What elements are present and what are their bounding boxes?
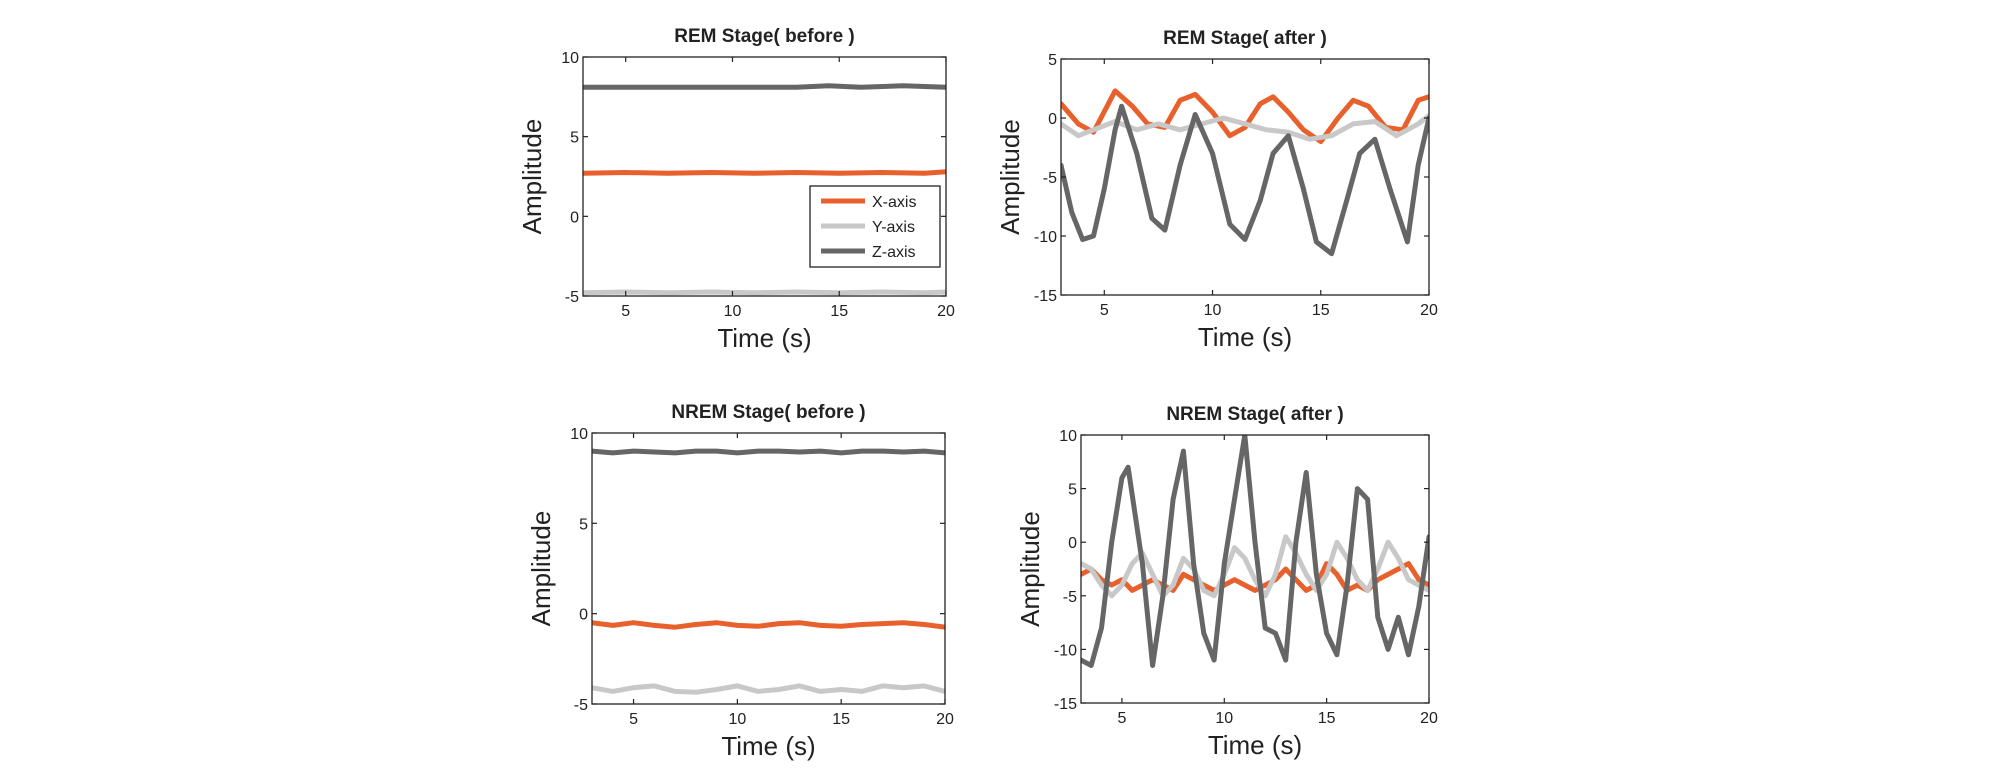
chart-title: REM Stage( after ): [1163, 28, 1327, 49]
legend-label-x-axis: X-axis: [872, 194, 916, 211]
x-tick-label: 10: [724, 303, 742, 320]
y-tick-label: 5: [579, 516, 588, 533]
x-tick-label: 20: [936, 711, 954, 728]
x-tick-label: 5: [1117, 710, 1126, 727]
y-axis-label: Amplitude: [995, 119, 1025, 235]
y-tick-label: 0: [1068, 535, 1077, 552]
chart-title: NREM Stage( after ): [1166, 404, 1343, 425]
y-axis-label: Amplitude: [526, 511, 556, 627]
plot-frame: [582, 56, 947, 297]
x-tick-label: 10: [1215, 710, 1233, 727]
y-tick-label: -5: [1063, 589, 1077, 606]
y-tick-label: 0: [579, 607, 588, 624]
y-tick-label: 5: [1048, 52, 1057, 69]
y-axis-label: Amplitude: [1015, 511, 1045, 627]
series-line-z-axis: [583, 83, 946, 90]
x-tick-label: 15: [1318, 710, 1336, 727]
series-line-y-axis: [592, 683, 945, 695]
y-tick-label: -15: [1054, 696, 1077, 713]
y-tick-label: -15: [1034, 288, 1057, 305]
y-axis-label: Amplitude: [517, 119, 547, 235]
x-tick-label: 15: [1312, 302, 1330, 319]
legend: X-axis Y-axis Z-axis: [809, 185, 941, 268]
series-line-z-axis: [592, 448, 945, 456]
y-tick-label: 5: [1068, 482, 1077, 499]
y-tick-label: 10: [561, 50, 579, 67]
legend-label-z-axis: Z-axis: [872, 244, 916, 261]
y-tick-label: -5: [574, 697, 588, 714]
plot-frame: [591, 432, 946, 705]
series-line-y-axis: [583, 289, 946, 296]
series-line-z-axis: [1061, 103, 1429, 257]
y-tick-label: -10: [1054, 642, 1077, 659]
y-tick-label: -10: [1034, 229, 1057, 246]
x-tick-label: 20: [1420, 710, 1438, 727]
y-tick-label: -5: [565, 289, 579, 306]
series-line-x-axis: [583, 169, 946, 176]
y-tick-label: 10: [570, 426, 588, 443]
x-axis-label: Time (s): [1208, 730, 1302, 760]
y-tick-label: 10: [1059, 428, 1077, 445]
chart-title: NREM Stage( before ): [671, 402, 865, 423]
x-tick-label: 5: [629, 711, 638, 728]
y-tick-label: -5: [1043, 170, 1057, 187]
x-tick-label: 10: [1204, 302, 1222, 319]
x-axis-label: Time (s): [717, 323, 811, 353]
plot-frame: [1080, 434, 1430, 704]
x-tick-label: 10: [728, 711, 746, 728]
legend-label-y-axis: Y-axis: [872, 219, 915, 236]
x-tick-label: 15: [832, 711, 850, 728]
x-tick-label: 15: [830, 303, 848, 320]
x-tick-label: 5: [621, 303, 630, 320]
x-tick-label: 20: [1420, 302, 1438, 319]
chart-panel-2: 5 10 15 20 -15 -10 -5 0 5 REM Stage( after ) Time …: [995, 28, 1438, 352]
chart-panel-4: 5 10 15 20 -15 -10 -5 0 5 10 NREM Stage( after ) Ti…: [1015, 404, 1438, 760]
chart-panel-1: 5 10 15 20 -5 0 5 10 REM Stage( before ) Time (s)…: [517, 26, 955, 353]
x-tick-label: 20: [937, 303, 955, 320]
chart-panel-3: 5 10 15 20 -5 0 5 10 NREM Stage( before ) Time (s…: [526, 402, 954, 761]
series-line-z-axis: [1081, 435, 1429, 668]
x-tick-label: 5: [1100, 302, 1109, 319]
y-tick-label: 0: [570, 209, 579, 226]
series-line-x-axis: [1061, 88, 1429, 145]
y-tick-label: 5: [570, 130, 579, 147]
chart-title: REM Stage( before ): [674, 26, 855, 47]
x-axis-label: Time (s): [1198, 322, 1292, 352]
series-line-x-axis: [592, 620, 945, 630]
y-tick-label: 0: [1048, 111, 1057, 128]
x-axis-label: Time (s): [721, 731, 815, 761]
